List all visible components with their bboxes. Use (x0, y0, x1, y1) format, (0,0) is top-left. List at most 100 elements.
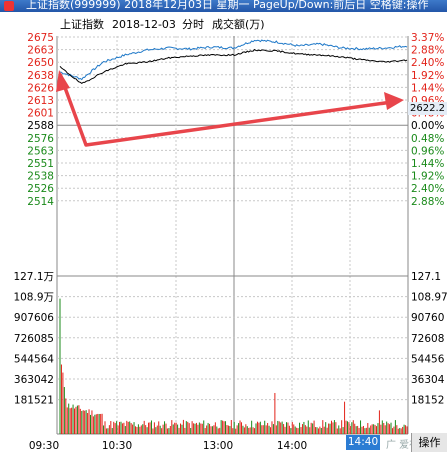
volume-bar (373, 424, 375, 434)
volume-bar (301, 424, 303, 434)
volume-bar (255, 423, 257, 434)
operate-button[interactable]: 操作 (411, 433, 447, 452)
volume-bar (352, 420, 354, 434)
volume-bar (259, 421, 261, 434)
volume-bar (211, 426, 213, 434)
intraday-chart[interactable]: 上证指数 2018-12-03 分时 成交额(万) 2675 2663 2650 26… (0, 12, 447, 452)
volume-bar (322, 420, 324, 434)
volume-bar (159, 425, 161, 434)
volume-bar (156, 425, 158, 434)
volume-bar (243, 427, 245, 434)
volume-bar (240, 422, 242, 434)
volume-bar (225, 421, 227, 434)
price-line (59, 39, 408, 81)
volume-bar (85, 410, 87, 434)
volume-bar (172, 424, 174, 434)
percent-tick-label: 0.00% (411, 120, 444, 132)
volume-bar (204, 428, 206, 434)
price-axis-right: 3.37%2.88%2.40%1.92%1.44%0.96%0.48%0.00%… (411, 32, 444, 208)
time-tick-label: 10:30 (102, 440, 132, 452)
percent-tick-label: 1.44% (411, 158, 444, 170)
volume-bar (319, 426, 321, 434)
percent-tick-label: 2.88% (411, 45, 444, 57)
volume-bar (200, 423, 202, 434)
price-tick-label: 2638 (27, 70, 54, 82)
volume-tick-label-right: 90760 (411, 312, 444, 324)
volume-bar (65, 398, 67, 434)
volume-bar (230, 419, 232, 434)
volume-bar (303, 421, 305, 434)
volume-bar (134, 426, 136, 434)
time-tick-label: 14:00 (277, 440, 307, 452)
volume-bar (136, 426, 138, 434)
volume-bar (344, 401, 346, 434)
price-tick-label: 2514 (27, 196, 54, 208)
volume-bar (405, 425, 407, 434)
volume-bar (316, 427, 318, 434)
volume-bar (278, 421, 280, 434)
volume-bar (349, 426, 351, 434)
volume-bar (357, 425, 359, 434)
volume-bar (267, 422, 269, 434)
volume-bar (193, 423, 195, 434)
volume-tick-label-right: 54456 (411, 353, 445, 365)
volume-bar (365, 427, 367, 434)
volume-bar (94, 414, 96, 434)
intraday-chart-svg[interactable]: 上证指数 2018-12-03 分时 成交额(万) 26752663265026… (0, 12, 447, 452)
volume-axis-left: 127.1万 108.9万 907606 726085 544564 363042 1815… (13, 271, 54, 407)
volume-bar (313, 420, 315, 434)
volume-bar (274, 392, 276, 434)
annotation-arrow-path (58, 73, 393, 147)
volume-bar (203, 420, 205, 434)
volume-bar (383, 422, 385, 434)
volume-tick-label-right: 18152 (411, 395, 444, 407)
volume-bar (97, 413, 99, 434)
volume-bar (113, 421, 115, 434)
volume-bar (184, 427, 186, 434)
volume-bar (145, 425, 147, 434)
volume-bar (348, 422, 350, 434)
percent-tick-label: 1.92% (411, 171, 444, 183)
volume-bar (146, 427, 148, 434)
volume-bar (190, 428, 192, 434)
percent-tick-label: 3.37% (411, 32, 444, 44)
volume-bar (220, 420, 222, 434)
volume-bar (336, 428, 338, 434)
volume-bar (256, 421, 258, 434)
volume-bar (248, 427, 250, 434)
volume-tick-label: 544564 (14, 353, 54, 365)
volume-bar (275, 425, 277, 434)
volume-bar (91, 410, 93, 434)
volume-bar (271, 421, 273, 434)
volume-bar (130, 423, 132, 434)
volume-bar (367, 423, 369, 434)
volume-bar (219, 427, 221, 434)
volume-tick-label: 363042 (14, 374, 54, 386)
volume-bar (351, 422, 353, 434)
volume-bar (239, 420, 241, 434)
volume-bar (307, 420, 309, 434)
volume-bar (155, 427, 157, 434)
chart-grid (56, 36, 409, 435)
volume-bar (312, 423, 314, 434)
volume-bar (236, 425, 238, 434)
volume-bar (368, 427, 370, 434)
volume-bar (210, 426, 212, 434)
volume-bar (299, 422, 301, 434)
volume-bar (380, 424, 382, 434)
volume-bar (332, 422, 334, 434)
volume-bar (320, 427, 322, 434)
chart-series (59, 39, 408, 85)
volume-bar (132, 424, 134, 434)
volume-bar (148, 422, 150, 434)
volume-bar (399, 427, 401, 434)
volume-tick-label: 726085 (14, 333, 54, 345)
volume-bar (229, 426, 231, 434)
volume-tick-label: 907606 (14, 312, 54, 324)
volume-bar (107, 428, 109, 434)
volume-bar (137, 424, 139, 434)
volume-bar (166, 428, 168, 434)
volume-bar (68, 403, 70, 434)
volume-bars (59, 298, 408, 434)
volume-bar (394, 420, 396, 434)
